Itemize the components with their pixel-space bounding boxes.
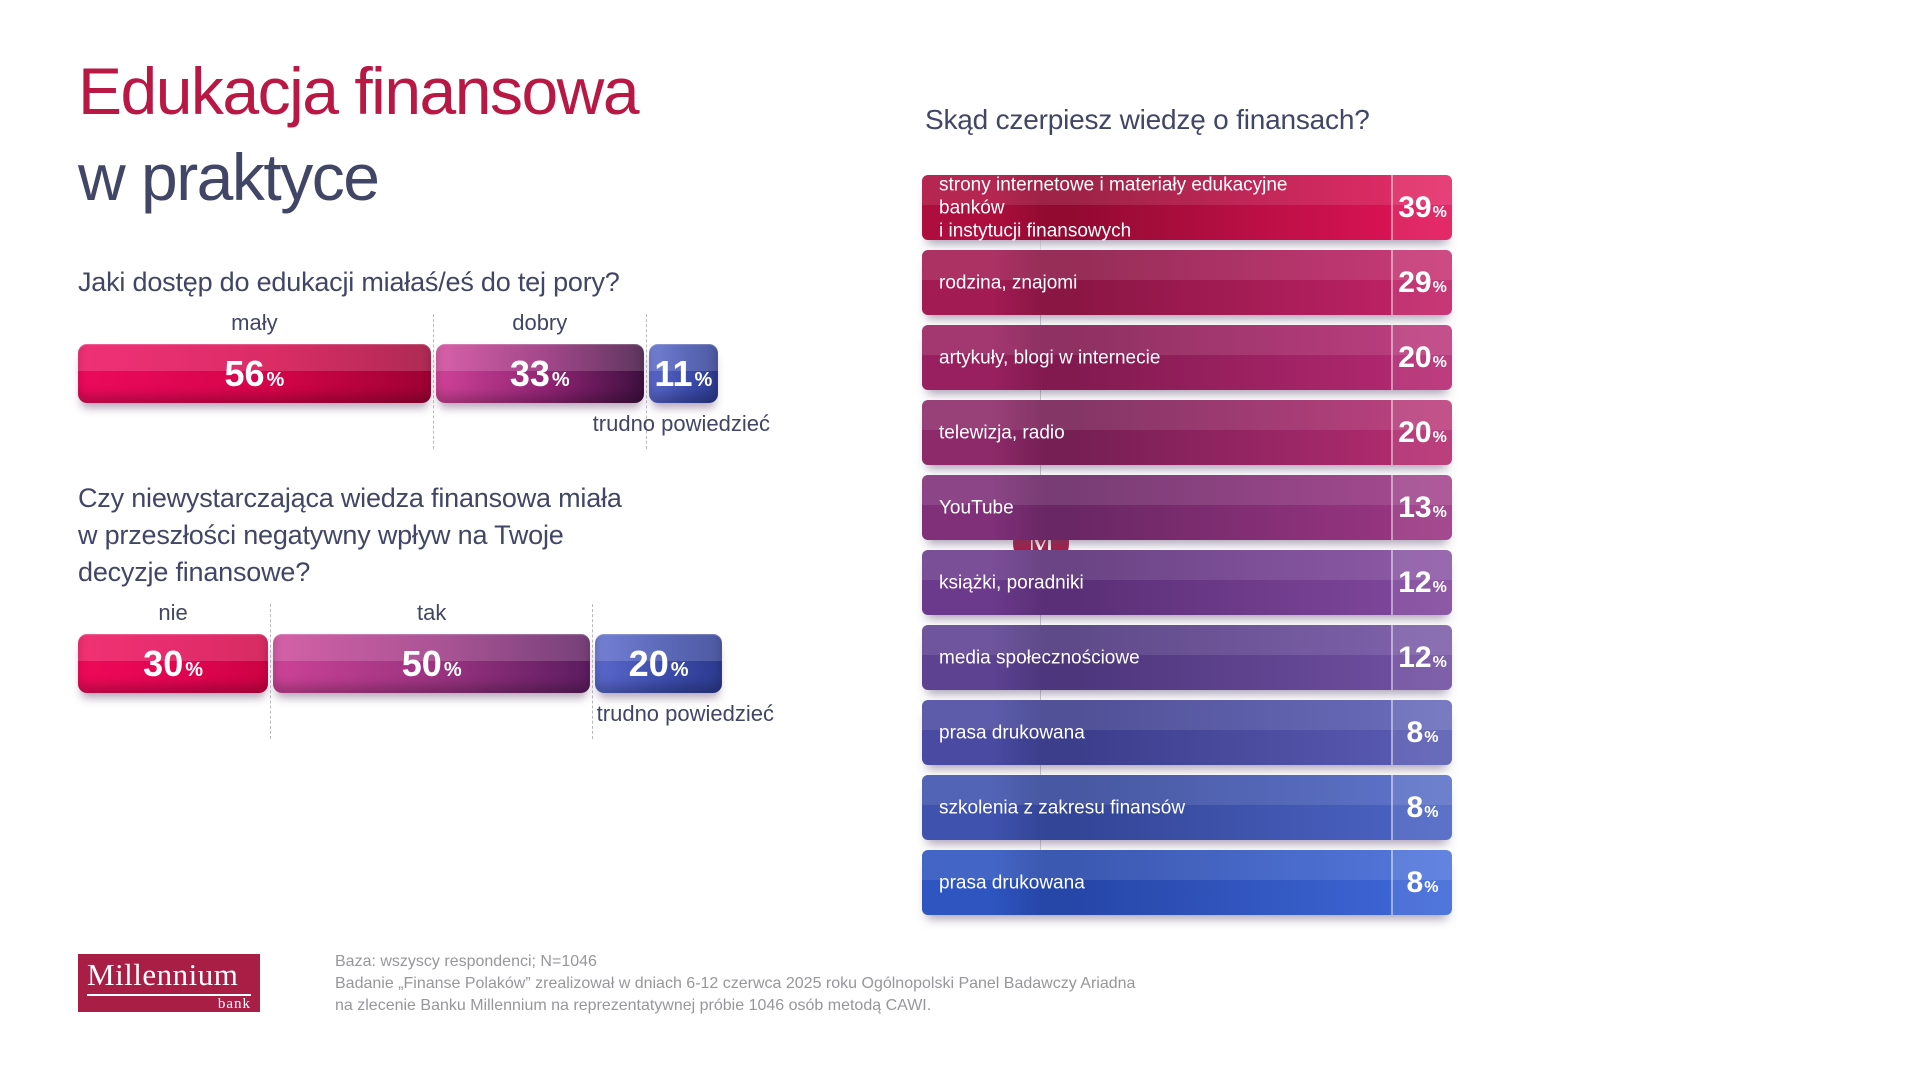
chart-negative-impact: nie 30% tak 50% 20% trudno powiedzieć: [78, 600, 774, 739]
source-bar-value: 8%: [1406, 790, 1439, 824]
bar-segment: mały 56%: [78, 310, 431, 403]
footnote: Baza: wszyscy respondenci; N=1046 Badani…: [335, 953, 1136, 1014]
source-bar-value: 8%: [1406, 865, 1439, 899]
source-bar: prasa drukowana 8%: [922, 700, 1452, 765]
source-bar-label: telewizja, radio: [939, 422, 1065, 443]
source-bar: telewizja, radio 20%: [922, 400, 1452, 465]
segment-value: 50%: [401, 642, 462, 684]
bar-segment: tak 50%: [270, 600, 591, 739]
source-bar: strony internetowe i materiały edukacyjn…: [922, 174, 1452, 241]
segment-label: tak: [417, 600, 447, 625]
segment-value: 20%: [628, 642, 689, 684]
source-bar-value: 29%: [1398, 265, 1447, 299]
source-bar-label: prasa drukowana: [939, 872, 1085, 893]
bar-segment: dobry 33%: [432, 310, 644, 449]
source-bar-value-chip: 8%: [1391, 775, 1452, 840]
logo-rule: [87, 994, 251, 996]
source-bar: szkolenia z zakresu finansów 8%: [922, 775, 1452, 840]
chart-access-to-education: mały 56% dobry 33% 11% trudno powiedzieć: [78, 310, 770, 449]
source-bar: artykuły, blogi w internecie 20%: [922, 325, 1452, 390]
bar-segment: 20% trudno powiedzieć: [592, 600, 774, 739]
source-bar-label: rodzina, znajomi: [939, 272, 1078, 293]
source-bar-value: 8%: [1406, 715, 1439, 749]
segment-value: 56%: [224, 352, 285, 394]
page-title-line2: w praktyce: [78, 140, 380, 214]
source-bar-label: YouTube: [939, 497, 1014, 518]
bar-segment-fill: 30%: [78, 634, 269, 693]
source-bar-value: 20%: [1398, 415, 1447, 449]
chart-knowledge-sources: strony internetowe i materiały edukacyjn…: [922, 174, 1452, 925]
bar-segment: nie 30%: [78, 600, 269, 693]
segment-note-label: trudno powiedzieć: [592, 411, 770, 436]
source-bar: książki, poradniki 12%: [922, 550, 1452, 615]
page-title-line1: Edukacja finansowa: [78, 54, 640, 128]
bar-segment-fill: 50%: [273, 634, 591, 693]
bar-segment: 11% trudno powiedzieć: [593, 310, 770, 449]
millennium-bank-logo: Millennium bank: [78, 954, 260, 1012]
source-bar-value-chip: 12%: [1391, 625, 1452, 690]
segment-label: dobry: [512, 310, 568, 335]
segment-value: 11%: [654, 352, 713, 394]
question-access-to-education: Jaki dostęp do edukacji miałaś/eś do tej…: [78, 267, 620, 297]
segment-value: 33%: [509, 352, 570, 394]
segment-value: 30%: [143, 642, 204, 684]
bar-segment-fill: 56%: [78, 344, 431, 403]
source-bar-label: media społecznościowe: [939, 647, 1140, 668]
source-bar: prasa drukowana 8%: [922, 850, 1452, 915]
source-bar: YouTube 13%: [922, 475, 1452, 540]
source-bar-value: 12%: [1398, 565, 1447, 599]
segment-label: [649, 310, 718, 344]
bar-segment-fill: 33%: [435, 344, 644, 403]
source-bar-value-chip: 39%: [1391, 175, 1452, 240]
sources-chart-title: Skąd czerpiesz wiedzę o finansach?: [925, 104, 1370, 135]
source-bar-label: szkolenia z zakresu finansów: [939, 797, 1186, 818]
source-bar-value-chip: 20%: [1391, 400, 1452, 465]
source-bar-value-chip: 12%: [1391, 550, 1452, 615]
source-bar-value: 12%: [1398, 640, 1447, 674]
source-bar: rodzina, znajomi 29%: [922, 250, 1452, 315]
segment-label: nie: [158, 600, 188, 625]
source-bar-value-chip: 29%: [1391, 250, 1452, 315]
logo-bank-label: bank: [217, 996, 251, 1012]
source-bar-value: 39%: [1398, 190, 1447, 224]
source-bar-value-chip: 8%: [1391, 850, 1452, 915]
source-bar-label: artykuły, blogi w internecie: [939, 347, 1161, 368]
logo-title: Millennium: [87, 957, 239, 992]
source-bar-value: 20%: [1398, 340, 1447, 374]
source-bar-label: strony internetowe i materiały edukacyjn…: [939, 174, 1288, 241]
source-bar-label: książki, poradniki: [939, 572, 1084, 593]
segment-label: [595, 600, 722, 634]
bar-segment-fill: 20%: [595, 634, 722, 693]
segment-label: mały: [231, 310, 278, 335]
source-bar-value-chip: 20%: [1391, 325, 1452, 390]
source-bar-value-chip: 13%: [1391, 475, 1452, 540]
source-bar-value: 13%: [1398, 490, 1447, 524]
source-bar-label: prasa drukowana: [939, 722, 1085, 743]
bar-segment-fill: 11%: [648, 344, 718, 403]
source-bar-value-chip: 8%: [1391, 700, 1452, 765]
segment-note-label: trudno powiedzieć: [596, 701, 774, 726]
question-negative-impact: Czy niewystarczająca wiedza finansowa mi…: [78, 483, 622, 587]
source-bar: media społecznościowe 12%: [922, 625, 1452, 690]
